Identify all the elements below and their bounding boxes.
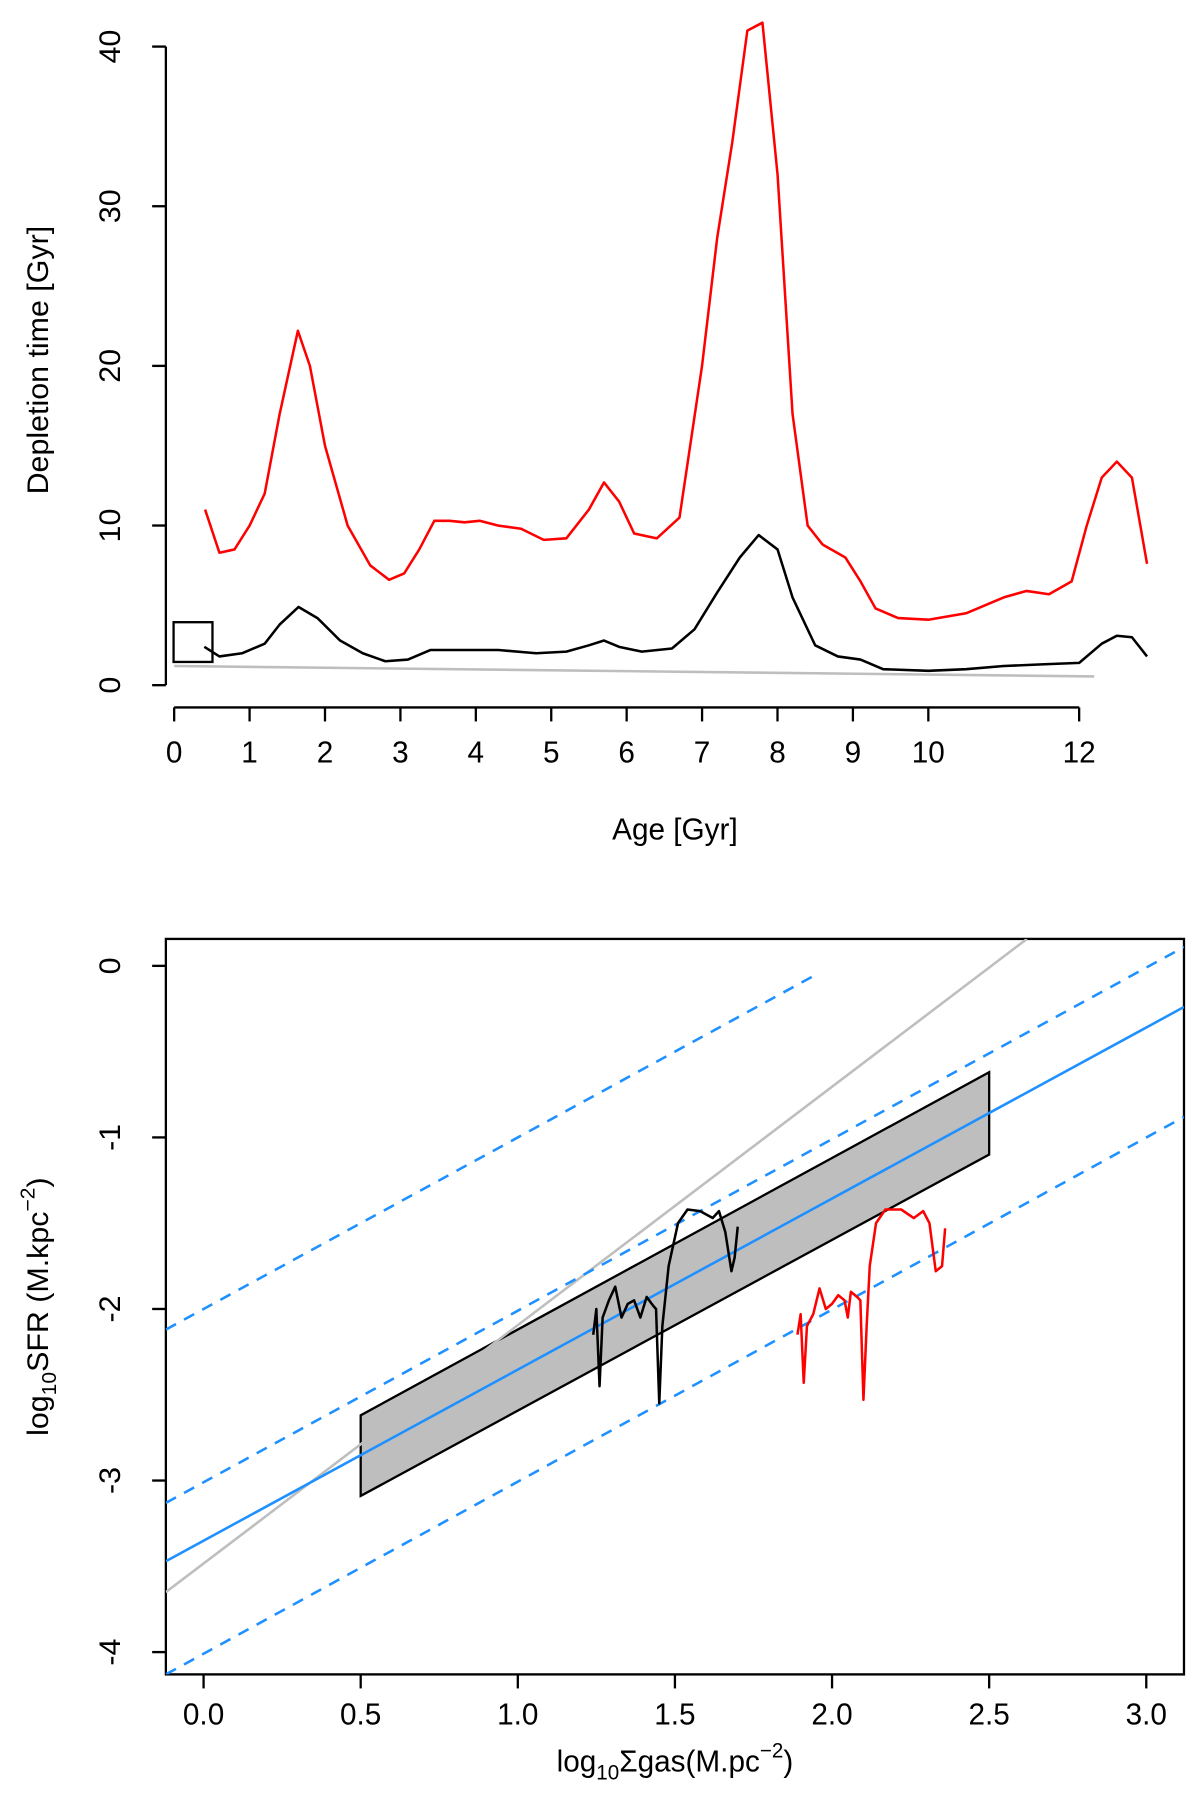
axis-title-part: −2 [17,1188,40,1212]
y-tick-label: -1 [94,1124,127,1151]
line [165,1005,1184,1563]
line [165,1115,1184,1675]
x-tick-label: 3.0 [1126,1698,1167,1731]
x-tick-label: 8 [769,736,786,769]
y-tick-label: 0 [94,957,127,974]
x-tick-label: 2.0 [811,1698,852,1731]
axis-title: log10Σgas(M.pc−2) [557,1739,794,1784]
axis-title-part: Σgas(M.pc [619,1745,760,1778]
x-tick-label: 5 [543,736,560,769]
x-tick-label: 12 [1063,736,1096,769]
x-tick-label: 6 [618,736,635,769]
x-tick-label: 10 [912,736,945,769]
axis-title-part: 10 [596,1761,619,1784]
y-tick-label: 0 [94,677,127,694]
y-tick-label: 20 [94,349,127,383]
point-marker [172,621,214,664]
y-tick-label: -3 [94,1467,127,1494]
axis-title: Age [Gyr] [612,813,738,846]
axis-title-part: ) [783,1745,793,1778]
line [165,938,1028,1594]
x-tick-label: 2.5 [968,1698,1009,1731]
y-tick-label: -4 [94,1639,127,1666]
y-tick-label: 30 [94,189,127,223]
line [203,21,1149,621]
x-tick-label: 4 [468,736,485,769]
axis-title-part: log [22,1395,55,1436]
y-tick-label: 40 [94,30,127,64]
x-tick-label: 1 [241,736,258,769]
x-tick-label: 1.5 [654,1698,695,1731]
series-layer [174,21,1149,678]
x-tick-label: 2 [317,736,334,769]
axis-title: Depletion time [Gyr] [22,226,55,495]
axis-title-part: −2 [760,1739,783,1762]
x-tick-label: 0.5 [340,1698,381,1731]
line [165,945,1184,1504]
y-tick-label: -2 [94,1295,127,1322]
axis-title-part: ) [22,1177,55,1187]
x-tick-label: 9 [845,736,862,769]
line [796,1208,947,1402]
x-tick-label: 1.0 [497,1698,538,1731]
x-tick-label: 7 [694,736,711,769]
axis-title-part: log [557,1745,597,1778]
x-tick-label: 3 [392,736,409,769]
line [203,533,1149,673]
axis-title-part: SFR (M.kpc [22,1212,55,1372]
x-tick-label: 0.0 [183,1698,224,1731]
axis-title-part: 10 [38,1372,61,1395]
line [174,664,1095,678]
y-tick-label: 10 [94,509,127,543]
x-tick-label: 0 [166,736,183,769]
series-layer [165,938,1184,1675]
axis-title: log10SFR (M.kpc−2) [17,1177,61,1435]
line [592,1208,739,1405]
